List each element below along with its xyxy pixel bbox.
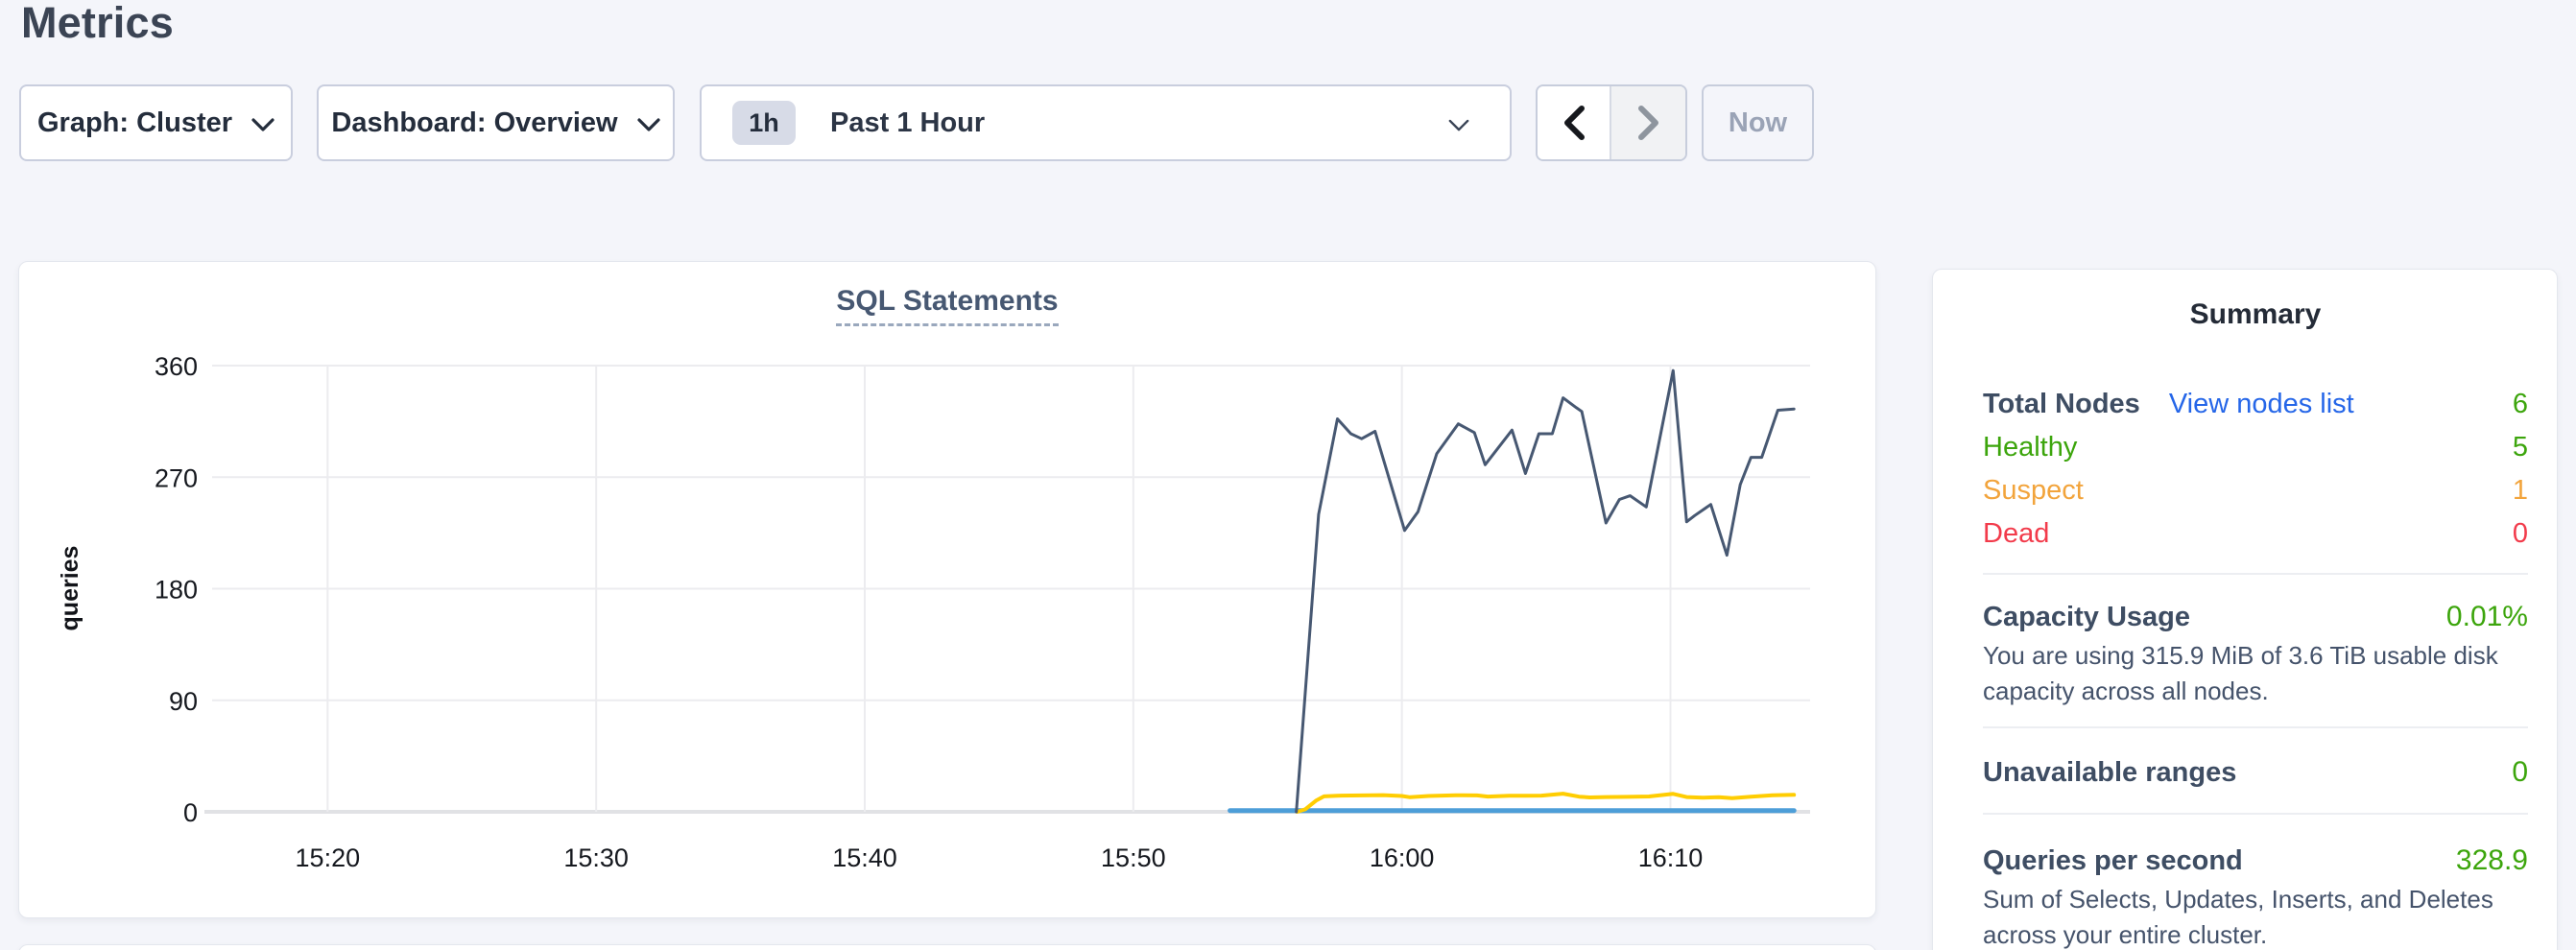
sql-statements-chart: 0 90 180 270 360 15:20 15:30 15:40 15:50 16:00 16:… (57, 352, 1810, 872)
chevron-left-icon (1563, 106, 1585, 140)
y-axis-tick-label: 0 (183, 798, 198, 827)
x-axis-tick-label: 15:30 (563, 843, 629, 872)
qps-row: Queries per second 328.9 (1983, 842, 2528, 880)
graph-dropdown[interactable]: Graph: Cluster (19, 84, 293, 161)
qps-label: Queries per second (1983, 845, 2243, 876)
qps-description: Sum of Selects, Updates, Inserts, and De… (1983, 885, 2493, 949)
unavailable-ranges-row: Unavailable ranges 0 (1983, 753, 2528, 792)
qps-value: 328.9 (2455, 844, 2528, 876)
now-button-label: Now (1728, 107, 1788, 138)
capacity-usage-description: You are using 315.9 MiB of 3.6 TiB usabl… (1983, 641, 2498, 705)
capacity-usage-label: Capacity Usage (1983, 602, 2190, 632)
total-nodes-row: Total Nodes View nodes list 6 (1983, 383, 2528, 426)
x-axis-tick-label: 15:20 (296, 843, 361, 872)
node-status-rows: Total Nodes View nodes list 6 Healthy 5 … (1983, 383, 2528, 556)
chevron-down-icon (636, 117, 660, 131)
series-line-navy (1295, 368, 1796, 814)
chart-title[interactable]: SQL Statements (836, 285, 1059, 326)
summary-title: Summary (2189, 298, 2322, 330)
total-nodes-label: Total Nodes (1983, 389, 2140, 419)
x-axis-tick-label: 15:40 (832, 843, 897, 872)
time-range-badge: 1h (732, 101, 796, 145)
healthy-nodes-row: Healthy 5 (1983, 426, 2528, 469)
total-nodes-value: 6 (2512, 389, 2528, 419)
dead-value: 0 (2512, 518, 2528, 549)
x-axis-tick-label: 16:10 (1638, 843, 1704, 872)
y-axis-title: queries (57, 546, 83, 631)
x-axis-tick-label: 15:50 (1101, 843, 1166, 872)
dead-label: Dead (1983, 518, 2050, 549)
now-button[interactable]: Now (1702, 84, 1814, 161)
capacity-usage-value: 0.01% (2445, 601, 2528, 632)
divider (1983, 726, 2528, 728)
time-nav-buttons (1536, 84, 1687, 161)
y-axis-tick-label: 90 (169, 687, 198, 716)
view-nodes-list-link[interactable]: View nodes list (2168, 389, 2354, 419)
series-line-yellow (1295, 792, 1797, 814)
capacity-usage-row: Capacity Usage 0.01% (1983, 598, 2528, 636)
y-axis-tick-label: 180 (155, 576, 198, 605)
unavailable-ranges-value: 0 (2512, 756, 2528, 788)
y-axis-tick-label: 270 (155, 463, 198, 492)
dead-nodes-row: Dead 0 (1983, 512, 2528, 556)
suspect-nodes-row: Suspect 1 (1983, 469, 2528, 512)
unavailable-ranges-label: Unavailable ranges (1983, 757, 2237, 788)
summary-panel: Summary Total Nodes View nodes list 6 He… (1932, 269, 2558, 950)
time-range-selector[interactable]: 1h Past 1 Hour (700, 84, 1512, 161)
dashboard-dropdown-label: Dashboard: Overview (331, 107, 618, 138)
next-chart-card (18, 944, 1876, 950)
y-axis-tick-label: 360 (155, 352, 198, 381)
x-axis-tick-label: 16:00 (1370, 843, 1435, 872)
suspect-label: Suspect (1983, 475, 2084, 506)
chevron-down-icon (1448, 119, 1469, 131)
time-back-button[interactable] (1538, 86, 1611, 159)
chevron-right-icon (1637, 106, 1658, 140)
time-range-label: Past 1 Hour (830, 107, 986, 138)
graph-dropdown-label: Graph: Cluster (36, 107, 233, 138)
dashboard-dropdown[interactable]: Dashboard: Overview (317, 84, 675, 161)
suspect-value: 1 (2512, 475, 2528, 506)
time-forward-button-disabled[interactable] (1611, 86, 1685, 159)
page-title: Metrics (21, 0, 174, 47)
healthy-label: Healthy (1983, 432, 2078, 463)
healthy-value: 5 (2512, 432, 2528, 463)
sql-statements-chart-card: SQL Statements 0 90 180 270 360 15:20 15:30 15:… (18, 261, 1876, 918)
divider (1983, 813, 2528, 815)
chevron-down-icon (251, 117, 274, 131)
divider (1983, 573, 2528, 575)
chart-title-wrap: SQL Statements (19, 285, 1875, 326)
